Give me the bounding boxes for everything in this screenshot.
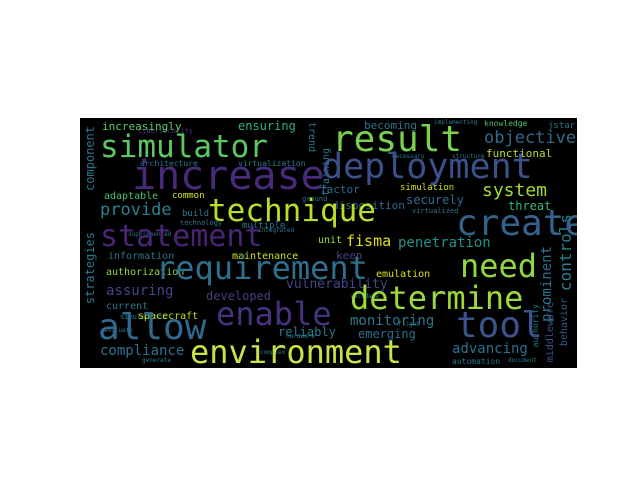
word-deployment: deployment bbox=[322, 147, 533, 187]
word-threat: threat bbox=[508, 199, 552, 213]
word-penetration: penetration bbox=[398, 235, 491, 251]
word-hardware: hardware bbox=[286, 333, 315, 340]
word-becoming: becoming bbox=[364, 119, 417, 132]
word-authorization: authorization bbox=[106, 267, 185, 278]
word-maintenance: maintenance bbox=[232, 251, 299, 262]
word-assuring: assuring bbox=[106, 283, 174, 299]
word-virtualization: virtualization bbox=[238, 159, 306, 168]
word-strategies: strategies bbox=[83, 232, 97, 305]
word-requirement: requirement bbox=[156, 249, 368, 287]
word-generate: generate bbox=[142, 357, 171, 364]
word-factor: factor bbox=[320, 183, 360, 196]
word-implementing: implementing bbox=[434, 119, 478, 126]
word-simulation: simulation bbox=[400, 183, 455, 193]
word-cloud: cybersecurity architecture virtualizatio… bbox=[80, 118, 577, 368]
word-cybersecurity: cybersecurity bbox=[138, 127, 193, 135]
word-disposition: disposition bbox=[332, 199, 405, 212]
word-simulator: simulator bbox=[100, 129, 268, 165]
word-emerging: emerging bbox=[358, 327, 416, 341]
word-advancing: advancing bbox=[452, 341, 528, 357]
word-result: result bbox=[332, 119, 463, 160]
word-supplemented: supplemented bbox=[128, 231, 172, 238]
word-behavior: behavior bbox=[559, 298, 570, 347]
word-increase: increase bbox=[132, 153, 325, 199]
word-emulation: emulation bbox=[376, 269, 431, 280]
word-keep: keep bbox=[336, 249, 363, 262]
word-system: system bbox=[482, 180, 548, 201]
word-compliance: compliance bbox=[100, 343, 185, 359]
word-determine: determine bbox=[350, 279, 524, 317]
word-environment: environment bbox=[190, 333, 402, 368]
word-knowledge: knowledge bbox=[484, 119, 528, 128]
word-enable: enable bbox=[216, 295, 332, 333]
word-securely: securely bbox=[406, 193, 464, 207]
word-reliably: reliably bbox=[278, 325, 336, 339]
word-allow: allow bbox=[98, 307, 207, 348]
word-validate: validate bbox=[350, 293, 379, 300]
word-flight: flight bbox=[398, 321, 420, 328]
word-ensuring: ensuring bbox=[238, 119, 296, 133]
word-evaluate: evaluate bbox=[104, 327, 133, 334]
word-complex: complex bbox=[260, 349, 286, 356]
word-automation: automation bbox=[452, 357, 501, 366]
word-structure: structure bbox=[452, 153, 485, 160]
word-spacecraft: spacecraft bbox=[138, 311, 199, 322]
word-simulations: simulations bbox=[120, 313, 167, 321]
word-functional: functional bbox=[486, 147, 553, 160]
word-common: common bbox=[172, 191, 205, 201]
word-necessary: necessary bbox=[392, 153, 425, 160]
word-increasingly: increasingly bbox=[102, 120, 182, 133]
word-information: information bbox=[108, 251, 175, 262]
word-architecture: architecture bbox=[140, 159, 198, 168]
word-unit: unit bbox=[318, 235, 343, 246]
word-need: need bbox=[460, 247, 538, 285]
word-adaptable: adaptable bbox=[104, 191, 159, 202]
word-current: current bbox=[106, 301, 149, 312]
word-jstar: jstar bbox=[548, 121, 576, 131]
word-provide: provide bbox=[100, 200, 172, 220]
word-developed: developed bbox=[206, 289, 272, 303]
word-vulnerability: vulnerability bbox=[286, 277, 388, 292]
word-document: document bbox=[508, 357, 537, 364]
word-integrated: integrated bbox=[258, 227, 295, 234]
word-create: create bbox=[456, 203, 577, 244]
word-multiple: multiple bbox=[242, 221, 286, 231]
word-tool: tool bbox=[456, 305, 543, 346]
word-virtualized: virtualized bbox=[412, 207, 459, 215]
word-technology: technology bbox=[180, 219, 223, 227]
word-ground: ground bbox=[302, 195, 328, 203]
word-monitoring: monitoring bbox=[350, 313, 435, 329]
word-technique: technique bbox=[208, 193, 376, 229]
word-objective: objective bbox=[484, 128, 577, 148]
word-component: component bbox=[83, 126, 97, 192]
word-build: build bbox=[182, 209, 210, 219]
word-fisma: fisma bbox=[346, 232, 392, 250]
word-statement: statement bbox=[100, 219, 263, 254]
word-trend: trend bbox=[306, 122, 317, 153]
